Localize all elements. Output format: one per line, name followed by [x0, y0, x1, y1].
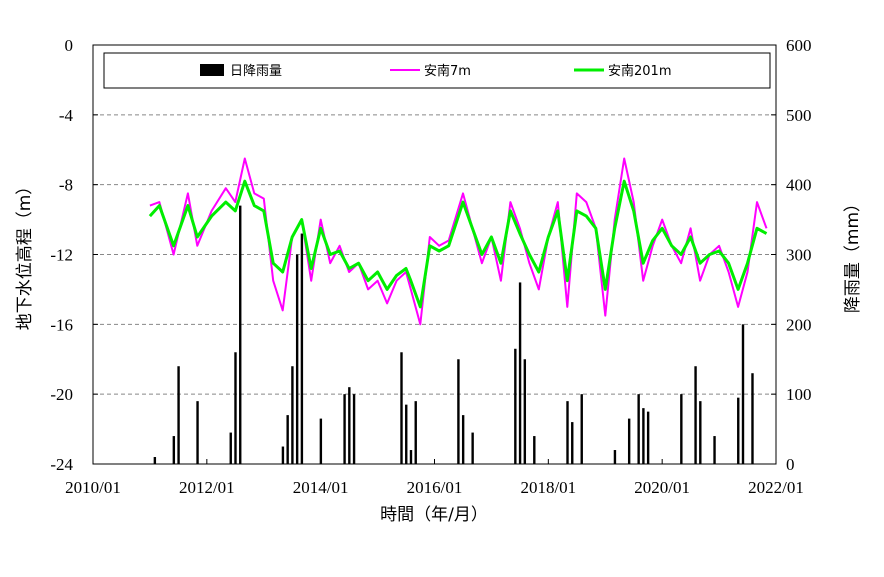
rain-bar	[172, 436, 176, 464]
right-tick-label: 600	[786, 36, 812, 55]
rain-bar	[343, 394, 346, 464]
rain-bar	[281, 446, 285, 464]
rain-bar	[319, 418, 323, 464]
rain-bar	[234, 352, 237, 464]
right-tick-label: 200	[786, 315, 812, 334]
x-axis-ticks: 2010/01 2012/01 2014/01 2016/01 2018/01 2020/…	[65, 459, 804, 497]
rain-bar	[409, 450, 413, 464]
legend-label-w201: 安南201m	[608, 63, 671, 79]
rain-bar	[414, 401, 417, 464]
grid-lines	[93, 114, 776, 395]
rain-bar	[457, 359, 460, 464]
x-tick-label: 2014/01	[293, 478, 349, 497]
x-tick-label: 2022/01	[748, 478, 804, 497]
rain-bar	[699, 401, 702, 464]
left-tick-label: -16	[50, 315, 73, 334]
rain-bar	[627, 418, 631, 464]
rain-bar	[642, 408, 645, 464]
x-tick-label: 2020/01	[634, 478, 690, 497]
rain-bar	[471, 432, 474, 464]
y-axis-label-right: 降雨量（mm）	[843, 195, 863, 313]
rain-bar	[737, 397, 740, 464]
rain-bar	[637, 394, 640, 464]
rain-bar	[580, 394, 583, 464]
left-tick-label: -24	[50, 455, 73, 474]
rain-bar	[229, 432, 232, 464]
right-tick-label: 0	[786, 455, 795, 474]
left-axis-ticks: 0 -4 -8 -12 -16 -20 -24	[50, 36, 98, 474]
rain-bar	[741, 324, 745, 464]
legend: 日降雨量 安南7m 安南201m	[103, 52, 771, 89]
rain-bar	[153, 457, 157, 464]
plot-frame	[92, 44, 777, 465]
line-series	[148, 157, 768, 326]
x-tick-label: 2012/01	[179, 478, 235, 497]
rain-bar	[613, 450, 617, 464]
rain-bar	[571, 422, 574, 464]
rain-bar	[713, 436, 716, 464]
y-axis-label-left: 地下水位高程（m）	[15, 178, 35, 331]
x-tick-label: 2016/01	[407, 478, 463, 497]
right-tick-label: 500	[786, 106, 812, 125]
rain-bar	[646, 411, 650, 464]
right-axis-ticks: 600 500 400 300 200 100 0	[771, 36, 812, 474]
left-tick-label: -4	[59, 106, 74, 125]
rain-bar	[291, 366, 294, 464]
legend-swatch-rain	[200, 64, 224, 76]
legend-label-rain: 日降雨量	[230, 64, 282, 79]
rainfall-bars	[153, 205, 754, 464]
rain-bar	[295, 254, 299, 464]
left-tick-label: 0	[65, 36, 74, 55]
rain-bar	[300, 233, 304, 464]
rain-bar	[514, 348, 517, 464]
rain-bar	[177, 366, 180, 464]
right-tick-label: 300	[786, 246, 812, 265]
left-tick-label: -8	[59, 176, 73, 195]
right-tick-label: 400	[786, 176, 812, 195]
left-tick-label: -12	[50, 246, 73, 265]
series-line-w7	[149, 157, 768, 326]
rain-bar	[518, 282, 522, 464]
rain-bar	[405, 404, 408, 464]
rain-bar	[239, 205, 242, 464]
legend-label-w7: 安南7m	[424, 63, 471, 79]
right-tick-label: 100	[786, 385, 812, 404]
x-axis-label: 時間（年/月）	[380, 505, 488, 525]
rain-bar	[751, 373, 754, 464]
rain-bar	[286, 415, 289, 464]
rain-bar	[523, 359, 527, 464]
rain-bar	[400, 352, 403, 464]
left-tick-label: -20	[50, 385, 73, 404]
x-tick-label: 2010/01	[65, 478, 121, 497]
series-line-w201	[148, 179, 768, 309]
rain-bar	[694, 366, 697, 464]
rain-bar	[348, 387, 351, 464]
rain-bar	[352, 394, 356, 464]
rain-bar	[680, 394, 683, 464]
x-tick-label: 2018/01	[520, 478, 576, 497]
rain-bar	[461, 415, 465, 464]
rain-bar	[566, 401, 569, 464]
rain-bar	[533, 436, 536, 464]
rain-bar	[196, 401, 199, 464]
